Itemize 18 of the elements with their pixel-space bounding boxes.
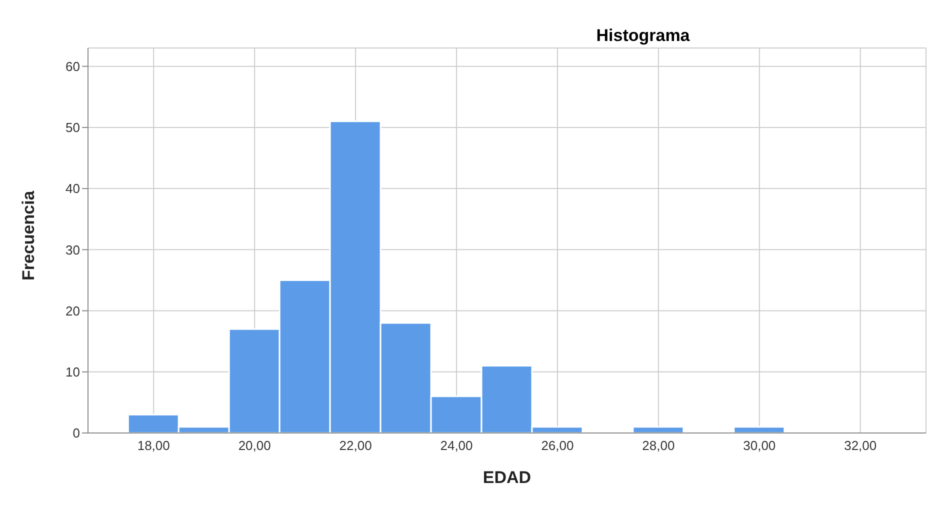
x-tick-label: 20,00 xyxy=(238,438,271,454)
x-tick-label: 22,00 xyxy=(339,438,372,454)
y-tick-label: 60 xyxy=(66,58,80,74)
x-tick-label: 28,00 xyxy=(642,438,675,454)
y-tick-label: 20 xyxy=(66,303,80,318)
x-axis-title: EDAD xyxy=(482,468,532,487)
x-tick-label: 32,00 xyxy=(844,438,877,454)
y-axis-title: Frecuencia xyxy=(19,190,38,280)
x-tick-label: 26,00 xyxy=(541,438,574,454)
x-tick-label: 18,00 xyxy=(137,438,170,454)
y-tick-label: 50 xyxy=(66,120,80,136)
y-tick-label: 30 xyxy=(66,242,80,258)
chart-title: Histograma xyxy=(595,26,691,46)
y-tick-label: 0 xyxy=(72,426,80,441)
x-tick-label: 30,00 xyxy=(743,438,776,454)
y-tick-label: 40 xyxy=(66,181,80,196)
x-tick-label: 24,00 xyxy=(440,438,473,454)
y-tick-label: 10 xyxy=(66,364,80,380)
